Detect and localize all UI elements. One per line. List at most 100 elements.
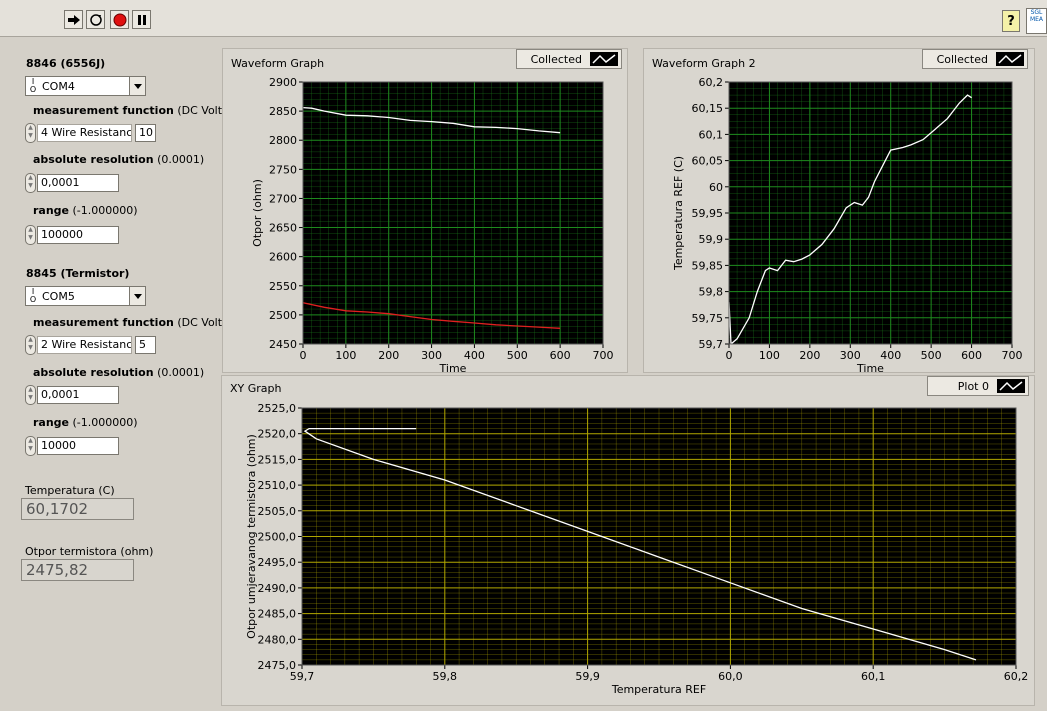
y-tick-label: 59,85 [692,259,724,272]
y-tick-label: 2700 [269,192,297,205]
wg2-plot: 0 100 200 300 400 500 600 700 59,7 59,75 59,8 59,85… [672,76,1023,374]
dev1-mf-label-text: measurement function [33,104,174,117]
y-tick-label: 2500,0 [258,531,297,544]
x-tick-label: 500 [921,349,942,362]
x-tick-label: 400 [880,349,901,362]
series-line-2 [302,302,561,329]
dev2-res-stepper[interactable]: ▲ ▼ [25,385,36,405]
dev1-res-field[interactable]: 0,0001 [37,174,119,192]
wg1-title: Waveform Graph [231,57,325,70]
plot-border [302,81,604,345]
dev1-mf-stepper[interactable]: ▲ ▼ [25,123,36,143]
x-tick-label: 700 [1002,349,1023,362]
x-tick-label: 400 [464,349,485,362]
plot-style-icon [997,379,1025,393]
dev1-mf-num[interactable]: 10 [135,124,156,142]
x-tick-label: 59,9 [575,670,600,683]
dev2-com-value: COM5 [42,289,75,303]
dev2-mf-stepper[interactable]: ▲ ▼ [25,335,36,355]
dev1-res-stepper[interactable]: ▲ ▼ [25,173,36,193]
y-tick-label: 2850 [269,105,297,118]
dev1-range-label: range (-1.000000) [33,204,138,217]
plot-style-icon [590,52,618,66]
waveform-graph-1: Waveform Graph Collected 0 100 200 300 400 50… [222,48,628,374]
dev2-mf-num[interactable]: 5 [135,336,156,354]
dev2-mf-field[interactable]: 2 Wire Resistance [37,336,132,354]
dev2-range-label-text: range [33,416,70,429]
xy-legend-label: Plot 0 [957,379,989,393]
y-tick-label: 2490,0 [258,582,297,595]
y-tick-label: 2800 [269,134,297,147]
wg1-plot: 0 100 200 300 400 500 600 700 2450 2500 2550 2600 26… [251,76,614,374]
abort-icon[interactable] [110,10,129,29]
x-tick-label: 100 [759,349,780,362]
y-tick-label: 2900 [269,76,297,89]
wg2-title: Waveform Graph 2 [652,57,756,70]
dev2-range-stepper[interactable]: ▲ ▼ [25,436,36,456]
y-tick-label: 59,7 [699,338,724,351]
y-tick-label: 60 [709,181,723,194]
dev2-mf-label-text: measurement function [33,316,174,329]
chevron-down-icon[interactable] [129,287,145,305]
dev1-title: 8846 (6556J) [26,57,106,70]
y-tick-label: 2500 [269,309,297,322]
y-tick-label: 2650 [269,222,297,235]
series-line-1 [728,94,972,346]
dev1-range-label-text: range [33,204,70,217]
wg2-legend-label: Collected [936,52,988,66]
y-tick-label: 2475,0 [258,659,297,672]
pause-icon[interactable] [132,10,151,29]
chevron-down-icon[interactable] [129,77,145,95]
y-tick-label: 59,8 [699,286,724,299]
x-tick-label: 600 [550,349,571,362]
x-tick-label: 60,1 [861,670,886,683]
y-tick-label: 60,15 [692,102,724,115]
y-tick-label: 2495,0 [258,556,297,569]
dev2-res-label-text: absolute resolution [33,366,154,379]
dev2-res-field[interactable]: 0,0001 [37,386,119,404]
plot-style-icon [996,52,1024,66]
x-tick-label: 0 [300,349,307,362]
help-button[interactable]: ? [1002,10,1020,32]
xy-legend[interactable]: Plot 0 [927,376,1029,396]
x-tick-label: 500 [507,349,528,362]
y-tick-label: 2510,0 [258,479,297,492]
dev2-mf-label: measurement function (DC Volts) [33,316,232,329]
dev1-range-field[interactable]: 100000 [37,226,119,244]
x-axis-label: Time [856,362,884,374]
run-continuous-icon[interactable] [86,10,105,29]
x-tick-label: 600 [961,349,982,362]
help-label: ? [1007,13,1015,29]
waveform-graph-2: Waveform Graph 2 Collected 0 100 200 300 400… [643,48,1035,374]
run-arrow-icon[interactable] [64,10,83,29]
wg2-legend[interactable]: Collected [922,49,1028,69]
y-tick-label: 2550 [269,280,297,293]
y-axis-label: Otpor umjeravanog termistora (ohm) [245,434,258,639]
plot-border [301,407,1017,666]
plot-border [728,81,1013,345]
dev1-mf-field[interactable]: 4 Wire Resistance [37,124,132,142]
dev1-range-hint: (-1.000000) [72,204,138,217]
dev2-range-field[interactable]: 10000 [37,437,119,455]
wg1-legend-label: Collected [530,52,582,66]
dev1-res-hint: (0.0001) [157,153,205,166]
x-tick-label: 300 [840,349,861,362]
y-tick-label: 59,75 [692,312,724,325]
series-line-1 [303,427,977,661]
dev1-range-stepper[interactable]: ▲ ▼ [25,225,36,245]
y-tick-label: 2505,0 [258,505,297,518]
y-tick-label: 2525,0 [258,402,297,415]
y-tick-label: 2480,0 [258,633,297,646]
xy-title: XY Graph [230,382,282,395]
x-tick-label: 0 [726,349,733,362]
wg1-legend[interactable]: Collected [516,49,622,69]
temp-indicator: 60,1702 [21,498,134,520]
y-tick-label: 59,95 [692,207,724,220]
series-line-1 [302,106,561,134]
dev1-mf-label: measurement function (DC Volts) [33,104,232,117]
